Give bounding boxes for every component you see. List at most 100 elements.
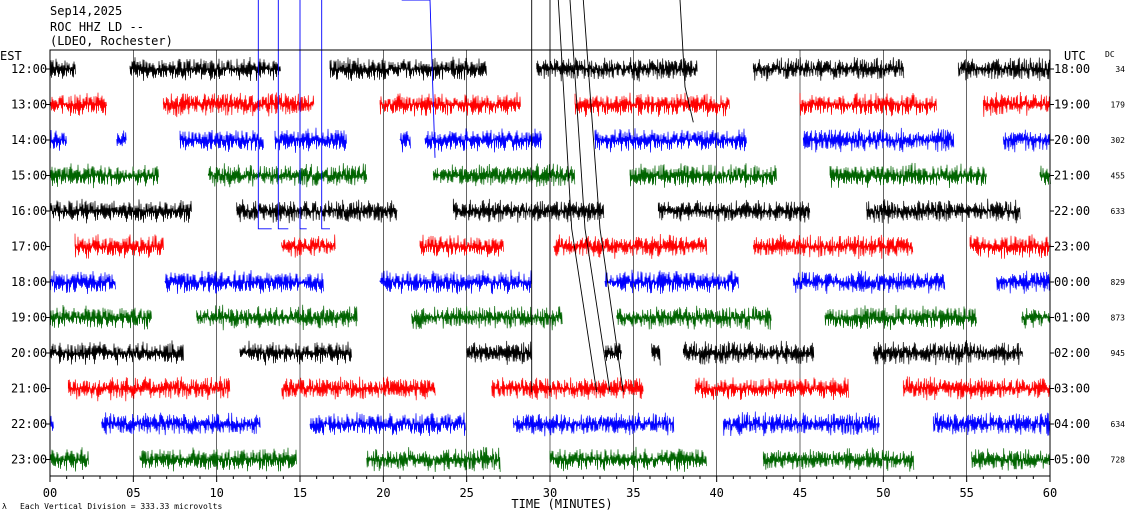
trace-row-8-seg-6 (872, 340, 1024, 366)
utc-hour-label: 22:00 (1054, 204, 1090, 218)
trace-row-5-seg-4 (752, 234, 914, 260)
trace-row-1-seg-3 (574, 92, 730, 117)
trace-row-6-seg-3 (604, 269, 739, 295)
x-tick-label: 05 (126, 486, 140, 500)
trace-row-9-seg-3 (694, 377, 849, 401)
trace-row-7-seg-2 (411, 305, 563, 331)
event-line-9 (582, 0, 624, 393)
utc-hour-label: 00:00 (1054, 275, 1090, 289)
trace-row-10-seg-3 (512, 412, 675, 437)
trace-row-3-seg-2 (432, 163, 576, 187)
utc-hour-label: 18:00 (1054, 62, 1090, 76)
trace-row-2-seg-7 (802, 127, 955, 153)
x-tick-label: 35 (626, 486, 640, 500)
trace-row-6-seg-5 (996, 270, 1051, 294)
dc-value: 945 (1111, 349, 1126, 358)
trace-row-1-seg-2 (379, 92, 521, 117)
trace-row-7-seg-4 (824, 304, 977, 331)
trace-row-10-seg-5 (932, 412, 1051, 436)
x-tick-label: 25 (459, 486, 473, 500)
scale-footer: Each Vertical Division = 333.33 microvol… (20, 502, 222, 511)
event-line-0 (257, 0, 272, 230)
trace-row-11-seg-5 (971, 448, 1051, 471)
trace-row-3-seg-1 (207, 163, 368, 188)
utc-hour-label: 23:00 (1054, 240, 1090, 254)
utc-hour-label: 02:00 (1054, 346, 1090, 360)
trace-row-4-seg-1 (236, 199, 398, 224)
x-tick-label: 45 (793, 486, 807, 500)
trace-row-2-seg-5 (424, 128, 542, 153)
event-line-2 (299, 0, 307, 230)
dc-value: 633 (1111, 207, 1126, 216)
trace-row-11-seg-1 (139, 447, 297, 472)
utc-axis-title: UTC (1064, 49, 1086, 63)
est-hour-label: 17:00 (11, 240, 47, 254)
trace-row-1-seg-4 (799, 92, 937, 117)
trace-row-11-seg-0 (49, 447, 89, 472)
trace-row-5-seg-1 (281, 234, 336, 258)
trace-row-8-seg-2 (466, 340, 532, 365)
est-hour-label: 20:00 (11, 346, 47, 360)
utc-hour-label: 04:00 (1054, 417, 1090, 431)
trace-row-9-seg-1 (281, 376, 436, 401)
x-axis-title: TIME (MINUTES) (511, 497, 612, 511)
utc-hour-label: 05:00 (1054, 453, 1090, 467)
trace-row-11-seg-2 (366, 446, 501, 473)
seismic-traces (49, 56, 1051, 473)
trace-row-3-seg-4 (829, 162, 987, 189)
trace-row-9-seg-4 (902, 376, 1051, 401)
trace-row-4-seg-3 (657, 199, 811, 223)
trace-row-10-seg-4 (722, 411, 880, 437)
x-tick-label: 50 (876, 486, 890, 500)
trace-row-9-seg-0 (67, 376, 231, 402)
trace-row-6-seg-0 (49, 270, 116, 295)
trace-row-6-seg-4 (792, 270, 946, 294)
est-hour-label: 23:00 (11, 453, 47, 467)
trace-row-8-seg-5 (682, 340, 815, 365)
dc-column-title: DC (1105, 50, 1115, 59)
est-hour-label: 21:00 (11, 382, 47, 396)
trace-row-5-seg-0 (74, 233, 164, 259)
trace-row-2-seg-4 (399, 130, 411, 153)
trace-row-2-seg-8 (1002, 129, 1051, 153)
trace-row-0-seg-2 (329, 56, 487, 82)
event-line-8 (569, 0, 611, 393)
trace-row-9-seg-2 (491, 377, 644, 400)
est-hour-label: 13:00 (11, 98, 47, 112)
trace-row-10-seg-0 (49, 415, 54, 431)
title-block: Sep14,2025 ROC HHZ LD -- (LDEO, Rocheste… (50, 4, 173, 48)
event-line-10 (679, 0, 694, 123)
trace-row-2-seg-1 (116, 130, 127, 147)
dc-value: 302 (1111, 136, 1126, 145)
trace-row-8-seg-3 (604, 342, 622, 361)
dc-value: 34 (1115, 65, 1125, 74)
utc-hour-label: 20:00 (1054, 133, 1090, 147)
dc-value: 873 (1111, 314, 1126, 323)
utc-hour-label: 03:00 (1054, 382, 1090, 396)
utc-hour-label: 19:00 (1054, 98, 1090, 112)
event-line-3 (321, 0, 330, 230)
trace-row-2-seg-6 (594, 128, 747, 153)
utc-hour-label: 21:00 (1054, 169, 1090, 183)
trace-row-3-seg-5 (1039, 165, 1051, 186)
trace-row-7-seg-5 (1021, 308, 1051, 329)
hour-labels: 12:00 18:00 34 13:00 19:00 179 14:00 20:00 302 15… (11, 62, 1125, 467)
trace-row-1-seg-0 (49, 92, 107, 117)
trace-row-7-seg-3 (616, 305, 772, 330)
x-tick-label: 00 (43, 486, 57, 500)
trace-row-11-seg-4 (762, 447, 915, 472)
trace-row-6-seg-2 (379, 269, 532, 295)
x-tick-label: 55 (959, 486, 973, 500)
trace-row-4-seg-2 (452, 198, 605, 223)
x-tick-label: 60 (1043, 486, 1057, 500)
trace-row-11-seg-3 (549, 446, 707, 472)
x-axis-ticks: 00 05 10 15 20 25 30 35 40 45 50 55 60 (43, 476, 1057, 500)
dc-value: 829 (1111, 278, 1126, 287)
title-date: Sep14,2025 (50, 4, 122, 18)
x-tick-label: 10 (209, 486, 223, 500)
trace-row-7-seg-0 (49, 304, 152, 330)
dc-value: 179 (1111, 101, 1126, 110)
trace-row-2-seg-2 (179, 129, 264, 153)
trace-row-1-seg-1 (162, 92, 315, 118)
